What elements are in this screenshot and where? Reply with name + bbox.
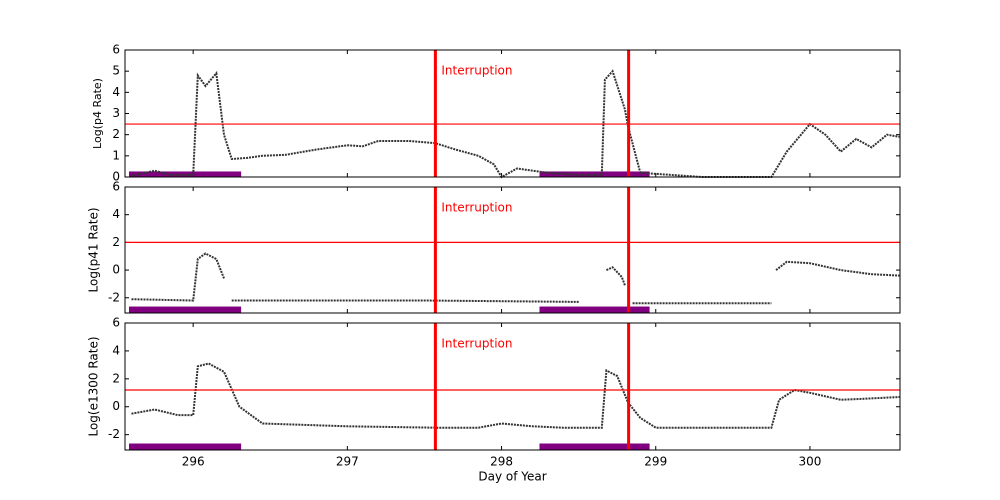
y-tick-label: 6	[112, 180, 120, 194]
y-axis-label: Log(p41 Rate)	[87, 207, 101, 292]
y-tick-label: 6	[112, 43, 120, 57]
annotation: Interruption	[441, 337, 512, 351]
annotation: Interruption	[441, 201, 512, 215]
y-tick-label: -2	[108, 290, 120, 304]
y-tick-label: 2	[112, 127, 120, 141]
y-tick-label: 2	[112, 371, 120, 385]
y-tick-label: 0	[112, 399, 120, 413]
x-tick-label: 299	[644, 455, 667, 469]
y-tick-label: 3	[112, 106, 120, 120]
y-tick-label: 0	[112, 170, 120, 184]
interval-bar	[129, 306, 242, 313]
interval-bar	[539, 306, 650, 313]
y-tick-label: 4	[112, 207, 120, 221]
axes-frame	[124, 186, 901, 314]
x-tick-label: 296	[182, 455, 205, 469]
data-line	[131, 362, 900, 429]
data-line	[131, 252, 900, 305]
y-tick-label: -2	[108, 427, 120, 441]
x-tick-label: 298	[490, 455, 513, 469]
x-tick-label: 300	[798, 455, 821, 469]
y-tick-label: 6	[112, 316, 120, 330]
y-tick-label: 1	[112, 148, 120, 162]
annotation: Interruption	[441, 64, 512, 78]
y-tick-label: 4	[112, 85, 120, 99]
y-tick-label: 0	[112, 263, 120, 277]
axes-frame	[124, 322, 901, 451]
y-tick-label: 2	[112, 235, 120, 249]
y-axis-label: Log(p4 Rate)	[91, 78, 104, 149]
interval-bar	[129, 443, 242, 450]
y-axis-label: Log(e1300 Rate)	[87, 336, 101, 436]
interval-bar	[539, 443, 650, 450]
x-tick-label: 297	[336, 455, 359, 469]
axes-frame	[124, 49, 901, 178]
y-tick-label: 4	[112, 343, 120, 357]
y-tick-label: 5	[112, 64, 120, 78]
x-axis-label: Day of Year	[478, 470, 546, 484]
